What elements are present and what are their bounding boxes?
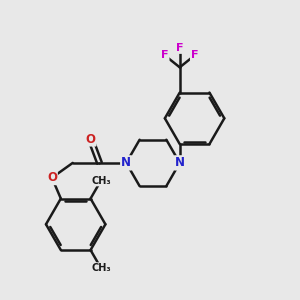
- Text: O: O: [47, 171, 57, 184]
- Text: N: N: [175, 156, 185, 170]
- Text: F: F: [176, 43, 184, 53]
- Text: F: F: [191, 50, 198, 60]
- Text: N: N: [121, 156, 131, 170]
- Text: F: F: [161, 50, 169, 60]
- Text: N: N: [121, 156, 131, 170]
- Text: O: O: [85, 133, 96, 146]
- Text: N: N: [175, 156, 185, 170]
- Text: CH₃: CH₃: [91, 263, 111, 273]
- Text: CH₃: CH₃: [91, 176, 111, 185]
